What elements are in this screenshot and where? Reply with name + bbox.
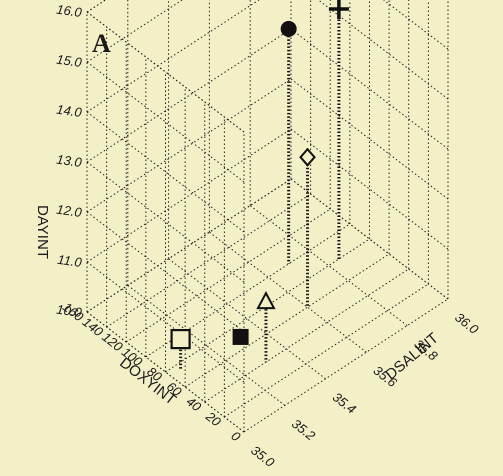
plus-marker (328, 0, 349, 19)
y-tick-label: 40 (184, 394, 205, 415)
x-tick-label: 35.2 (289, 416, 319, 444)
z-tick-label: 15.0 (56, 52, 84, 70)
open-diamond-marker (299, 147, 316, 167)
x-tick-label: 36.0 (452, 310, 482, 338)
z-tick-label: 10.0 (56, 302, 84, 320)
z-axis-label: DAYINT (34, 205, 51, 259)
data-points (170, 0, 349, 350)
z-tick-label: 14.0 (56, 102, 84, 120)
grid (86, 0, 449, 433)
filled-circle-marker (280, 20, 297, 37)
z-tick-label: 16.0 (56, 2, 84, 20)
y-tick-label: 0 (228, 428, 244, 445)
tick-labels: 35.035.235.435.635.836.00204060801001201… (56, 2, 482, 471)
x-tick-label: 35.4 (330, 389, 359, 416)
filled-square-marker (232, 328, 249, 345)
open-square-marker (170, 329, 191, 350)
z-tick-label: 12.0 (56, 202, 84, 220)
panel-label: A (92, 29, 111, 58)
z-tick-label: 11.0 (56, 252, 83, 270)
z-tick-label: 13.0 (56, 152, 84, 170)
y-tick-label: 20 (202, 408, 224, 430)
x-tick-label: 35.0 (248, 443, 278, 471)
open-triangle-marker (256, 290, 276, 310)
